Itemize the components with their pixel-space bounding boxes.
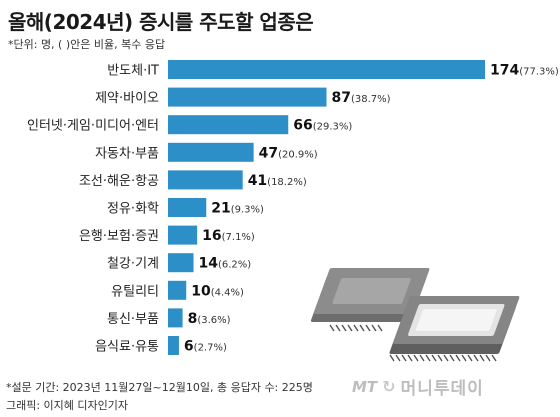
unit-note: *단위: 명, ( )안은 비율, 복수 응답: [8, 38, 166, 51]
percent-value: (20.9%): [278, 149, 318, 160]
publisher-logo: MT ↻ 머니투데이: [352, 374, 484, 399]
count-value: 66: [293, 118, 312, 134]
percent-value: (7.1%): [222, 232, 255, 243]
category-label: 조선·해운·항공: [79, 174, 159, 189]
percent-value: (2.7%): [194, 343, 227, 354]
count-value: 174: [490, 63, 519, 79]
category-label: 반도체·IT: [107, 64, 159, 79]
logo-swirl-icon: ↻: [382, 377, 396, 396]
value-label: 10(4.4%): [191, 283, 244, 299]
percent-value: (4.4%): [211, 287, 244, 298]
count-value: 21: [211, 201, 230, 217]
category-label: 유틸리티: [111, 284, 159, 299]
value-label: 21(9.3%): [211, 201, 264, 217]
count-value: 10: [191, 283, 211, 299]
chart-title: 올해(2024년) 증시를 주도할 업종은: [8, 10, 314, 34]
count-value: 14: [199, 256, 219, 272]
value-label: 41(18.2%): [248, 173, 307, 189]
category-label: 인터넷·게임·미디어·엔터: [27, 119, 159, 134]
percent-value: (29.3%): [313, 122, 353, 133]
bar: [168, 115, 289, 135]
percent-value: (38.7%): [351, 94, 391, 105]
value-label: 14(6.2%): [199, 256, 252, 272]
value-label: 8(3.6%): [188, 311, 231, 327]
percent-value: (18.2%): [267, 177, 307, 188]
category-label: 음식료·유통: [95, 340, 159, 355]
bar: [168, 170, 243, 190]
percent-value: (77.3%): [519, 67, 559, 78]
count-value: 16: [202, 228, 221, 244]
bar: [168, 336, 179, 355]
category-label: 제약·바이오: [95, 91, 159, 106]
category-label: 자동차·부품: [95, 146, 159, 161]
value-label: 174(77.3%): [490, 63, 559, 79]
graphic-credit: 그래픽: 이지혜 디자인기자: [6, 399, 129, 412]
count-value: 87: [332, 90, 351, 106]
logo-mt-text: MT: [352, 377, 378, 396]
bar: [168, 87, 327, 107]
percent-value: (6.2%): [218, 260, 251, 271]
bar: [168, 225, 198, 245]
bar: [168, 280, 187, 300]
survey-footnote: *설문 기간: 2023년 11월27일~12월10일, 총 응답자 수: 22…: [6, 381, 313, 394]
bar: [168, 308, 183, 328]
value-label: 6(2.7%): [184, 339, 227, 355]
value-label: 87(38.7%): [332, 90, 391, 106]
bars-group: 반도체·IT 174(77.3%) 제약·바이오 87(38.7%) 인터넷·게임·미디…: [27, 60, 559, 355]
percent-value: (9.3%): [231, 205, 264, 216]
category-label: 철강·기계: [107, 257, 159, 272]
value-label: 66(29.3%): [293, 118, 352, 134]
bar: [168, 60, 485, 79]
category-label: 통신·부품: [107, 312, 159, 327]
count-value: 8: [188, 311, 198, 327]
percent-value: (3.6%): [197, 315, 230, 326]
category-label: 은행·보험·증권: [79, 228, 159, 244]
count-value: 47: [259, 145, 278, 161]
bar: [168, 142, 254, 162]
chip-illustration: [310, 268, 520, 362]
bar: [168, 198, 207, 217]
count-value: 6: [184, 339, 194, 355]
category-label: 정유·화학: [107, 202, 159, 217]
count-value: 41: [248, 173, 267, 189]
value-label: 47(20.9%): [259, 145, 318, 161]
value-label: 16(7.1%): [202, 228, 255, 244]
bar: [168, 253, 194, 273]
logo-name-text: 머니투데이: [400, 379, 484, 399]
